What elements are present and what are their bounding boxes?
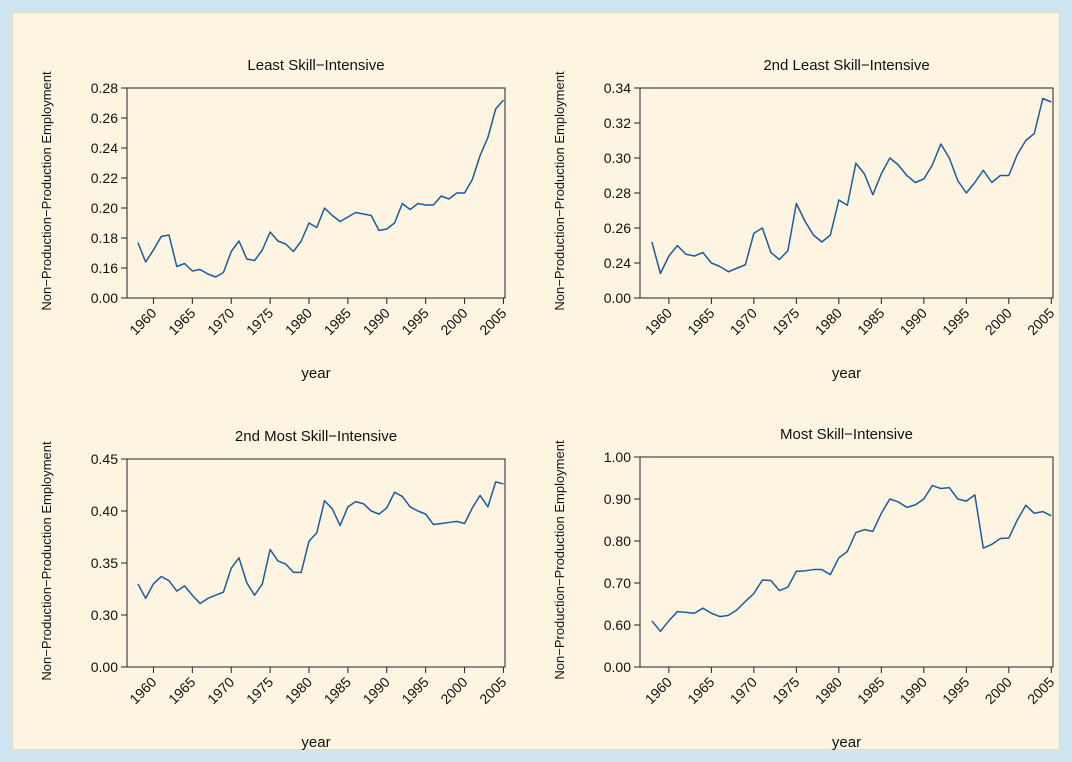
- x-tick-label: 1995: [398, 305, 431, 338]
- x-tick-label: 1965: [165, 305, 198, 338]
- y-axis-label: Non−Production−Production Employment: [39, 441, 54, 681]
- x-tick-label: 1975: [769, 674, 802, 707]
- x-tick-label: 1985: [854, 305, 887, 338]
- x-tick-label: 1985: [321, 305, 354, 338]
- chart-title: 2nd Most Skill−Intensive: [235, 428, 397, 445]
- x-axis-label: year: [832, 365, 861, 382]
- x-tick-label: 1960: [642, 674, 675, 707]
- x-tick-label: 1975: [243, 305, 276, 338]
- x-tick-label: 1980: [282, 305, 315, 338]
- x-axis-label: year: [301, 734, 330, 751]
- x-tick-label: 1965: [684, 674, 717, 707]
- y-tick-label: 1.00: [604, 449, 631, 465]
- y-tick-label: 0.35: [91, 555, 118, 571]
- x-tick-label: 2000: [437, 674, 470, 707]
- x-tick-label: 1995: [939, 674, 972, 707]
- plot-frame: [126, 87, 506, 299]
- plot-frame: [126, 458, 506, 668]
- x-axis-label: year: [301, 365, 330, 382]
- chart-title: 2nd Least Skill−Intensive: [763, 57, 929, 74]
- y-tick-label: 0.00: [91, 290, 118, 306]
- x-tick-label: 2005: [1024, 674, 1057, 707]
- chart-title: Least Skill−Intensive: [247, 57, 384, 74]
- x-tick-label: 1975: [243, 674, 276, 707]
- y-tick-label: 0.26: [91, 110, 118, 126]
- x-tick-label: 1970: [204, 674, 237, 707]
- x-tick-label: 1960: [126, 674, 159, 707]
- x-tick-label: 1995: [939, 305, 972, 338]
- x-tick-label: 1965: [165, 674, 198, 707]
- y-tick-label: 0.24: [604, 255, 631, 271]
- x-tick-label: 1970: [204, 305, 237, 338]
- plot-frame: [639, 87, 1054, 299]
- x-tick-label: 2000: [982, 674, 1015, 707]
- x-tick-label: 1960: [642, 305, 675, 338]
- y-tick-label: 0.24: [91, 140, 118, 156]
- data-line: [651, 484, 1052, 633]
- y-axis-label: Non−Production−Production Employment: [552, 440, 567, 680]
- y-axis-label: Non−Production−Production Employment: [552, 71, 567, 311]
- y-tick-label: 0.60: [604, 617, 631, 633]
- y-tick-label: 0.28: [91, 80, 118, 96]
- y-tick-label: 0.32: [604, 115, 631, 131]
- x-tick-label: 2005: [476, 305, 509, 338]
- y-tick-label: 0.22: [91, 170, 118, 186]
- x-tick-label: 1970: [727, 674, 760, 707]
- x-tick-label: 1970: [727, 305, 760, 338]
- panel-background: [12, 12, 1060, 750]
- y-tick-label: 0.20: [91, 200, 118, 216]
- y-axis-label: Non−Production−Production Employment: [39, 71, 54, 311]
- x-tick-label: 1995: [398, 674, 431, 707]
- y-tick-label: 0.00: [604, 290, 631, 306]
- y-tick-label: 0.80: [604, 533, 631, 549]
- x-tick-label: 2005: [1024, 305, 1057, 338]
- y-tick-label: 0.40: [91, 503, 118, 519]
- y-tick-label: 0.34: [604, 80, 631, 96]
- y-tick-label: 0.28: [604, 185, 631, 201]
- x-tick-label: 2000: [982, 305, 1015, 338]
- x-tick-label: 1985: [854, 674, 887, 707]
- y-tick-label: 0.18: [91, 230, 118, 246]
- x-tick-label: 1960: [126, 305, 159, 338]
- x-tick-label: 1990: [897, 305, 930, 338]
- data-line: [651, 97, 1052, 275]
- x-tick-label: 2000: [437, 305, 470, 338]
- plot-frame: [639, 456, 1054, 668]
- y-tick-label: 0.26: [604, 220, 631, 236]
- x-axis-label: year: [832, 734, 861, 751]
- y-tick-label: 0.00: [604, 659, 631, 675]
- data-line: [137, 99, 505, 278]
- x-tick-label: 1980: [812, 305, 845, 338]
- y-tick-label: 0.30: [91, 607, 118, 623]
- x-tick-label: 1980: [812, 674, 845, 707]
- y-tick-label: 0.45: [91, 451, 118, 467]
- x-tick-label: 1990: [360, 305, 393, 338]
- x-tick-label: 1965: [684, 305, 717, 338]
- data-line: [137, 481, 504, 605]
- y-tick-label: 0.90: [604, 491, 631, 507]
- y-tick-label: 0.70: [604, 575, 631, 591]
- y-tick-label: 0.16: [91, 260, 118, 276]
- y-tick-label: 0.30: [604, 150, 631, 166]
- x-tick-label: 1985: [321, 674, 354, 707]
- y-tick-label: 0.00: [91, 659, 118, 675]
- x-tick-label: 1975: [769, 305, 802, 338]
- chart-title: Most Skill−Intensive: [780, 426, 913, 443]
- x-tick-label: 1990: [897, 674, 930, 707]
- x-tick-label: 2005: [476, 674, 509, 707]
- x-tick-label: 1980: [282, 674, 315, 707]
- x-tick-label: 1990: [360, 674, 393, 707]
